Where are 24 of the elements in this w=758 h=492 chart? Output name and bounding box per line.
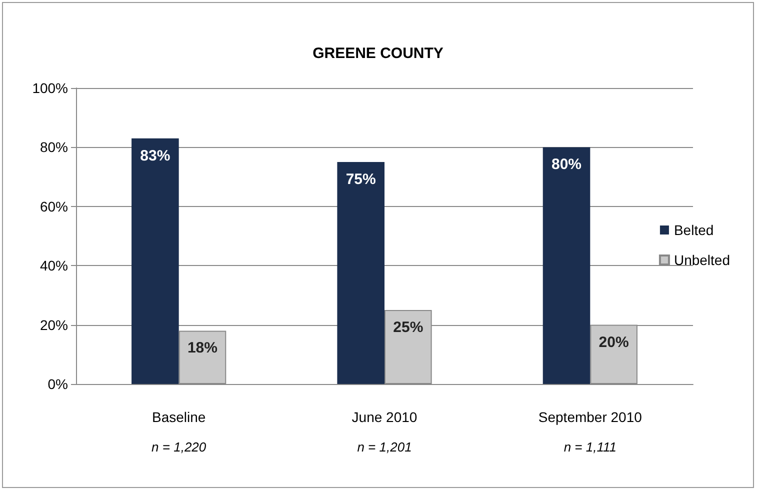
bar xyxy=(337,162,384,384)
text: n = 1,111 xyxy=(564,440,616,454)
text: 20% xyxy=(598,334,629,351)
text: n = 1,220 xyxy=(152,440,207,454)
chart-title: GREENE COUNTY xyxy=(312,45,444,62)
text: 80% xyxy=(552,156,582,174)
legend-label: Unbelted xyxy=(674,252,730,268)
y-tick-label: 100% xyxy=(32,80,68,96)
bar xyxy=(542,147,590,384)
y-tick-label: 0% xyxy=(48,376,68,392)
y-tick-label: 20% xyxy=(40,316,68,333)
text: 75% xyxy=(346,171,376,188)
legend-label: Belted xyxy=(674,222,714,238)
x-tick-label: September 2010 xyxy=(538,409,642,425)
x-tick-label: Baseline xyxy=(152,409,206,425)
bar xyxy=(132,138,179,384)
text: 25% xyxy=(393,319,424,336)
text: 18% xyxy=(187,340,218,357)
text: 83% xyxy=(140,147,170,164)
text: n = 1,201 xyxy=(357,440,412,454)
y-tick-label: 60% xyxy=(40,198,68,214)
y-tick-label: 80% xyxy=(40,139,68,156)
y-tick-label: 40% xyxy=(40,258,68,274)
x-tick-label: June 2010 xyxy=(352,409,418,425)
